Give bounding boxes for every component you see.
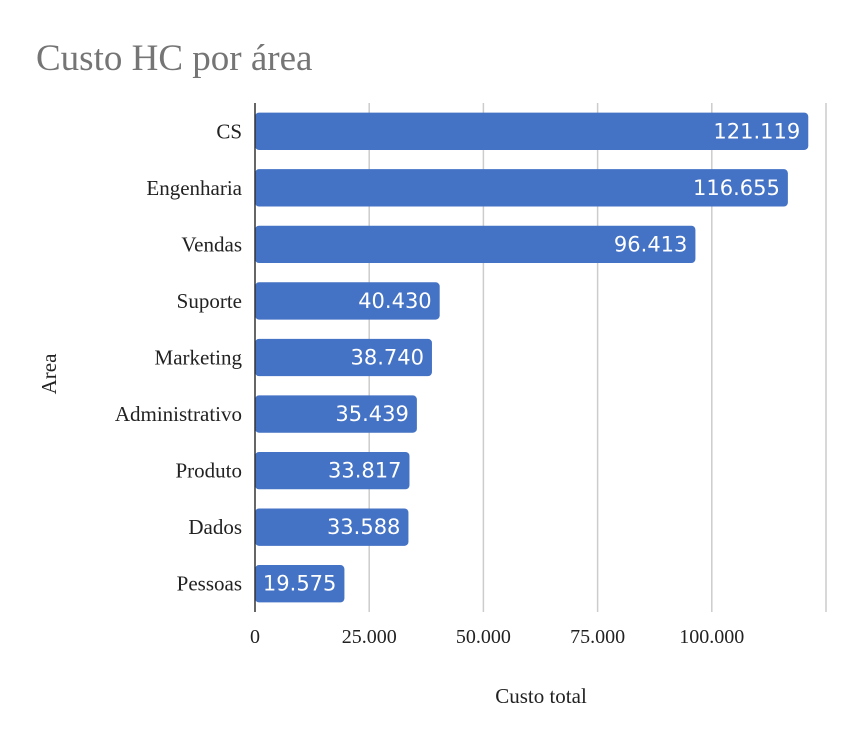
bars: 121.119 116.655 96.413 40.430 38.740 35.439 33… <box>255 112 809 603</box>
bar <box>255 565 345 603</box>
x-tick-label: 0 <box>250 626 260 648</box>
bar <box>255 282 440 320</box>
category-label: Marketing <box>155 346 243 370</box>
data-label: 33.817 <box>328 459 401 483</box>
x-tick-label: 50.000 <box>456 626 511 648</box>
data-label: 33.588 <box>327 515 400 539</box>
data-label: 96.413 <box>614 232 687 256</box>
category-label: Pessoas <box>177 572 242 596</box>
data-label: 35.439 <box>335 402 408 426</box>
x-tick-label: 100.000 <box>679 626 744 648</box>
data-label: 40.430 <box>358 289 431 313</box>
data-label: 38.740 <box>350 346 423 370</box>
x-tick-label: 75.000 <box>570 626 625 648</box>
bar <box>255 508 409 546</box>
data-label: 121.119 <box>713 119 800 143</box>
bar <box>255 338 432 377</box>
category-label: CS <box>216 119 242 143</box>
y-axis-title: Area <box>37 353 61 394</box>
chart-title: Custo HC por área <box>36 38 312 79</box>
bar <box>255 225 696 264</box>
category-label: Produto <box>175 459 242 483</box>
category-label: Administrativo <box>115 402 242 426</box>
x-axis-title: Custo total <box>495 684 587 708</box>
category-labels: CS Engenharia Vendas Suporte Marketing Admini… <box>115 119 243 595</box>
category-label: Vendas <box>181 232 242 256</box>
bar <box>255 451 410 490</box>
x-tick-labels: 0 25.000 50.000 75.000 100.000 <box>250 626 744 648</box>
category-label: Dados <box>188 515 242 539</box>
category-label: Suporte <box>177 289 242 313</box>
x-tick-label: 25.000 <box>342 626 397 648</box>
bar <box>255 395 417 433</box>
bar <box>255 112 809 150</box>
data-label: 116.655 <box>693 176 780 200</box>
data-label: 19.575 <box>263 572 336 596</box>
category-label: Engenharia <box>146 176 242 200</box>
bar <box>255 169 788 207</box>
